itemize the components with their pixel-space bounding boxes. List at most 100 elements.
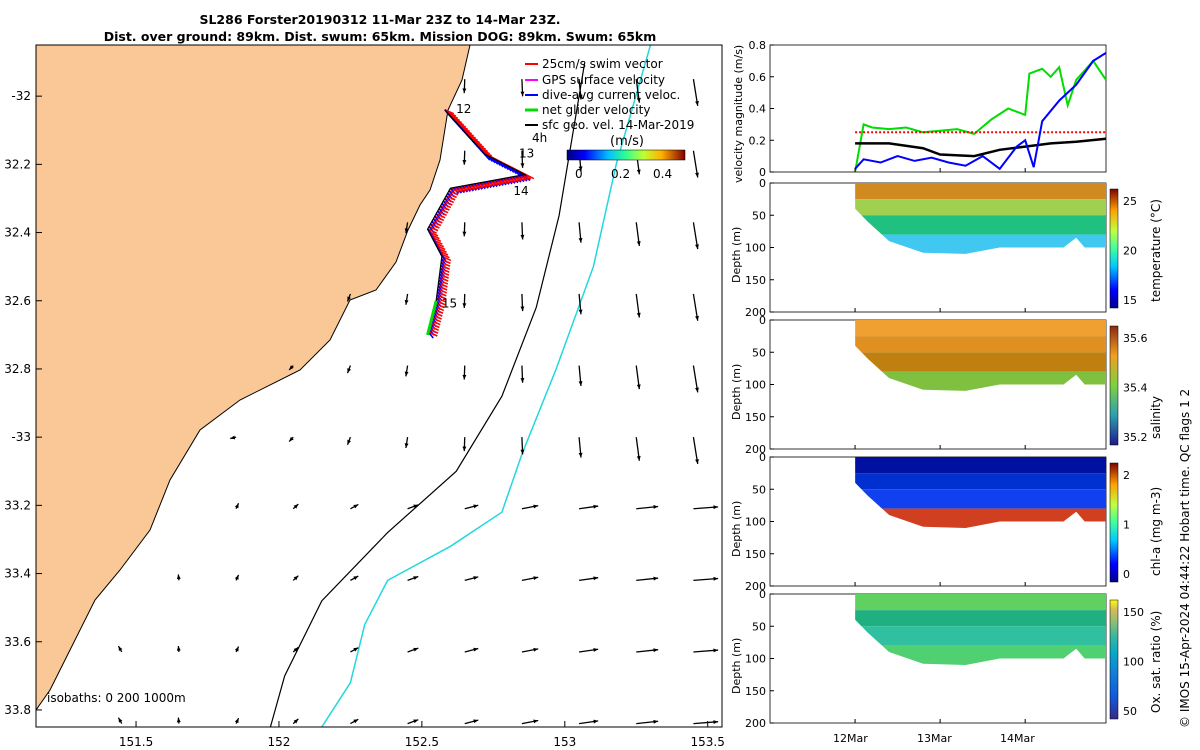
current-arrow	[464, 576, 479, 581]
current-arrow	[234, 503, 240, 510]
current-arrow	[578, 79, 583, 100]
current-arrow	[407, 719, 419, 725]
current-arrow	[521, 576, 539, 582]
current-arrow	[350, 647, 359, 653]
depth-tick: 100	[745, 516, 766, 529]
velocity-panel: 0 0.2 0.4 0.6 0.8 velocity magnitude (m/s)	[732, 39, 1107, 183]
current-arrow	[407, 647, 419, 653]
section-colorbar	[1109, 462, 1119, 583]
map-y-tick: -32	[11, 89, 31, 103]
colorbar-tick: 25	[1123, 195, 1137, 208]
depth-label: Depth (m)	[730, 638, 743, 694]
map-x-tick: 151.5	[119, 735, 153, 749]
depth-tick: 50	[752, 209, 766, 222]
current-arrow	[234, 717, 240, 724]
colorbar-label: temperature (°C)	[1149, 199, 1163, 302]
current-arrow	[234, 646, 240, 653]
colorbar-tick: 1	[1123, 519, 1130, 532]
day-label: 14	[513, 184, 528, 198]
current-arrow	[578, 576, 599, 582]
current-arrow	[636, 648, 659, 653]
depth-tick: 150	[745, 411, 766, 424]
current-arrow	[230, 435, 237, 440]
current-arrow	[292, 718, 299, 725]
depth-tick: 50	[752, 483, 766, 496]
current-arrow	[464, 719, 479, 725]
current-arrow	[404, 365, 409, 377]
current-arrow	[176, 645, 181, 653]
current-arrow	[346, 436, 352, 445]
velocity-y-tick: 0.8	[749, 39, 767, 52]
current-arrow	[346, 293, 352, 302]
velocity-colorbar: (m/s) 0 0.2 0.4	[566, 134, 686, 181]
depth-tick: 200	[745, 580, 766, 593]
current-arrow	[521, 719, 539, 725]
colorbar-tick-0: 0	[575, 167, 583, 181]
map-y-tick: 32.8	[4, 362, 31, 376]
depth-tick: 0	[759, 451, 766, 464]
depth-tick: 100	[745, 653, 766, 666]
colorbar-label: chl-a (mg m-3)	[1149, 487, 1163, 576]
current-arrow	[404, 437, 409, 449]
current-arrow	[462, 150, 467, 165]
current-arrow	[234, 574, 240, 581]
map-y-tick: 32.2	[4, 157, 31, 171]
colorbar-units: (m/s)	[610, 134, 644, 149]
current-arrow	[520, 365, 525, 383]
current-arrow	[520, 150, 525, 168]
velocity-series	[854, 52, 1107, 171]
map-y-tick: 33.6	[4, 635, 31, 649]
current-arrow	[407, 575, 419, 581]
net-velocity	[426, 300, 438, 336]
current-arrow	[578, 293, 583, 315]
colorbar-tick: 15	[1123, 294, 1137, 307]
current-arrow	[462, 222, 467, 237]
current-arrow	[636, 719, 659, 725]
current-arrow	[350, 575, 359, 581]
current-arrow	[693, 648, 719, 653]
velocity-series	[854, 59, 1107, 173]
map-x-tick: 153.5	[691, 735, 725, 749]
copyright-credit: © IMOS 15-Apr-2024 04:44:22 Hobart time.…	[1178, 388, 1192, 728]
current-arrow	[292, 503, 299, 510]
legend-scale-label: 4h	[532, 131, 547, 145]
legend-swim: 25cm/s swim vector	[542, 57, 663, 71]
map-legend: 25cm/s swim vector GPS surface velocity …	[525, 57, 694, 145]
current-arrow	[521, 647, 539, 653]
day-label: 12	[456, 102, 471, 116]
colorbar-label: salinity	[1149, 396, 1163, 439]
current-arrow	[636, 576, 659, 582]
current-arrow	[693, 505, 719, 510]
current-arrow	[635, 222, 641, 247]
depth-tick: 100	[745, 242, 766, 255]
depth-label: Depth (m)	[730, 364, 743, 420]
current-arrow	[520, 293, 525, 312]
map-x-tick: 152.5	[405, 735, 439, 749]
current-arrow	[635, 437, 641, 461]
colorbar-tick-2: 0.4	[653, 167, 672, 181]
current-arrow	[464, 504, 479, 510]
current-arrow	[117, 717, 123, 724]
section-colorbar	[1109, 599, 1119, 720]
section-colorbar	[1109, 325, 1119, 446]
depth-tick: 150	[745, 685, 766, 698]
map-y-tick: 32.6	[4, 294, 31, 308]
depth-label: Depth (m)	[730, 227, 743, 283]
current-arrow	[692, 222, 699, 250]
colorbar-tick: 20	[1123, 245, 1137, 258]
colorbar-tick: 100	[1123, 656, 1144, 669]
current-arrow	[288, 436, 294, 442]
depth-tick: 150	[745, 274, 766, 287]
map-frame	[35, 44, 723, 728]
current-arrow	[578, 222, 583, 243]
current-arrow	[520, 222, 525, 240]
current-arrow	[692, 78, 699, 107]
current-arrow	[635, 365, 641, 390]
velocity-y-tick: 0.4	[749, 103, 767, 116]
current-arrow	[404, 293, 409, 305]
current-arrow	[117, 645, 123, 653]
x-tick-12mar: 12Mar	[833, 732, 868, 745]
colorbar-tick: 35.6	[1123, 332, 1148, 345]
current-arrow	[462, 293, 467, 308]
